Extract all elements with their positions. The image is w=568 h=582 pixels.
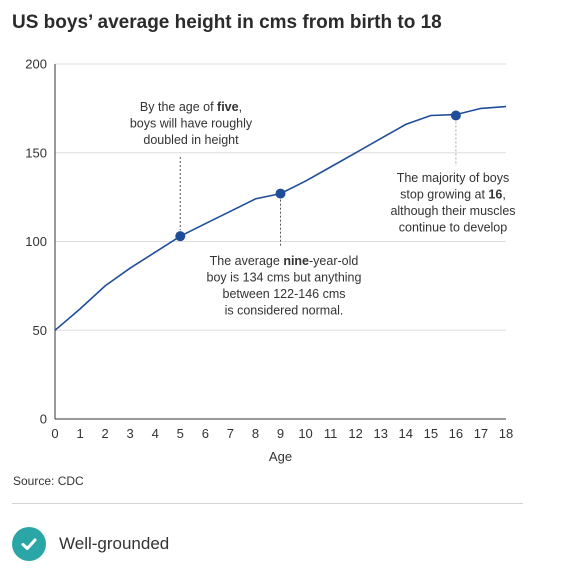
divider bbox=[12, 503, 523, 504]
annotation-age-9: The average nine-year-old boy is 134 cms … bbox=[207, 254, 362, 318]
y-tick-label: 200 bbox=[25, 57, 47, 72]
x-tick-label: 3 bbox=[127, 426, 134, 441]
x-tick-label: 4 bbox=[152, 426, 159, 441]
x-tick-label: 13 bbox=[373, 426, 387, 441]
chart-title: US boys’ average height in cms from birt… bbox=[12, 12, 442, 33]
annotation-age-16: The majority of boys stop growing at 16, a… bbox=[390, 171, 515, 235]
annotation-line: boys will have roughly bbox=[130, 117, 253, 131]
x-tick-label: 18 bbox=[499, 426, 513, 441]
annotation-line: is considered normal. bbox=[225, 304, 344, 318]
marker-age-16 bbox=[450, 110, 461, 121]
x-tick-label: 1 bbox=[76, 426, 83, 441]
marker-age-5 bbox=[175, 231, 186, 242]
y-tick-label: 0 bbox=[40, 412, 47, 427]
annotation-line: although their muscles bbox=[390, 204, 515, 218]
annotation-line: The average nine-year-old bbox=[210, 254, 359, 268]
y-axis-ticks: 0 50 100 150 200 bbox=[25, 57, 47, 427]
annotation-line: between 122-146 cms bbox=[223, 287, 346, 301]
x-tick-label: 6 bbox=[202, 426, 209, 441]
badge-label: Well-grounded bbox=[59, 534, 170, 553]
x-tick-label: 8 bbox=[252, 426, 259, 441]
x-tick-label: 5 bbox=[177, 426, 184, 441]
x-tick-label: 16 bbox=[449, 426, 463, 441]
annotation-line: boy is 134 cms but anything bbox=[207, 271, 362, 285]
x-tick-label: 0 bbox=[51, 426, 58, 441]
x-axis-label: Age bbox=[269, 449, 292, 464]
annotation-line: stop growing at 16, bbox=[400, 188, 506, 202]
axes bbox=[54, 64, 506, 420]
x-axis-ticks: 0 1 2 3 4 5 6 7 8 9 10 11 12 13 14 15 16 17 18 bbox=[51, 426, 513, 441]
source-note: Source: CDC bbox=[13, 474, 84, 488]
x-tick-label: 9 bbox=[277, 426, 284, 441]
annotations: By the age of five, boys will have roughl… bbox=[130, 100, 516, 318]
annotation-age-5: By the age of five, boys will have roughl… bbox=[130, 100, 253, 147]
x-tick-label: 14 bbox=[399, 426, 413, 441]
well-grounded-badge: Well-grounded bbox=[12, 527, 169, 561]
annotation-leader-lines bbox=[179, 121, 457, 246]
y-tick-label: 50 bbox=[33, 323, 47, 338]
x-tick-label: 12 bbox=[348, 426, 362, 441]
y-tick-label: 100 bbox=[25, 234, 47, 249]
x-tick-label: 2 bbox=[101, 426, 108, 441]
x-tick-label: 10 bbox=[298, 426, 312, 441]
marker-age-9 bbox=[275, 188, 286, 199]
annotation-line: doubled in height bbox=[143, 133, 239, 147]
annotation-line: The majority of boys bbox=[397, 171, 510, 185]
annotation-line: By the age of five, bbox=[140, 100, 242, 114]
highlight-markers bbox=[175, 110, 461, 242]
annotation-line: continue to develop bbox=[399, 221, 507, 235]
x-tick-label: 11 bbox=[324, 426, 338, 441]
x-tick-label: 17 bbox=[474, 426, 488, 441]
check-icon bbox=[12, 527, 46, 561]
x-tick-label: 15 bbox=[424, 426, 438, 441]
x-tick-label: 7 bbox=[227, 426, 234, 441]
y-tick-label: 150 bbox=[25, 145, 47, 160]
